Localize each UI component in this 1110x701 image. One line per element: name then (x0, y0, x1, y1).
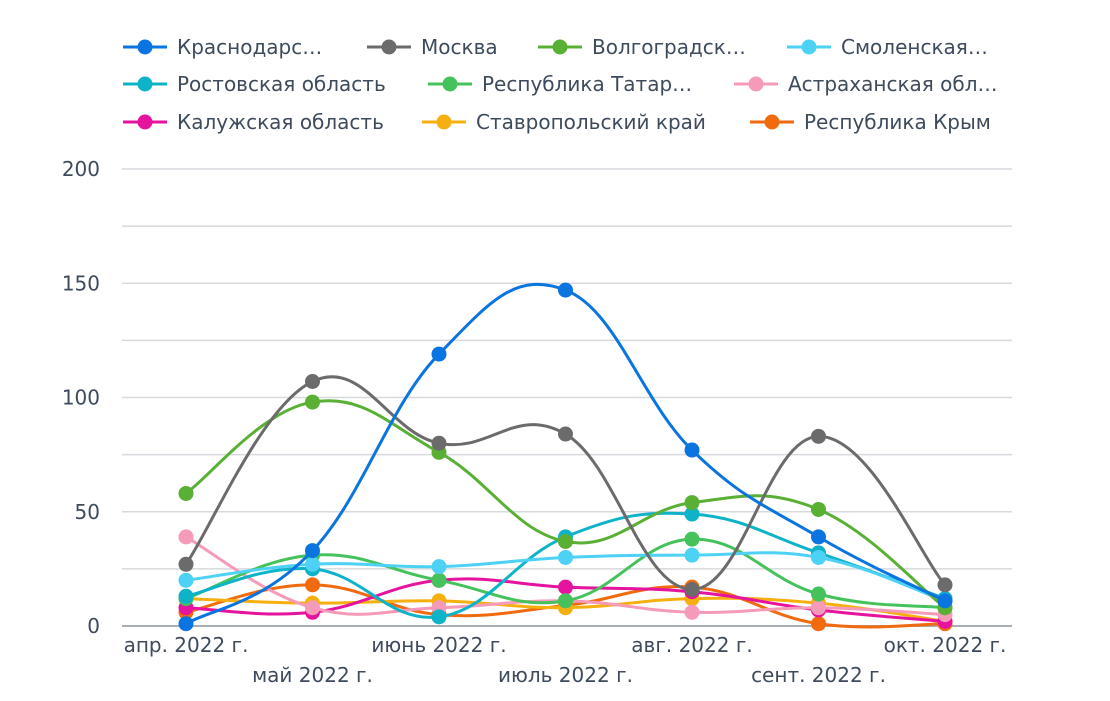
data-point[interactable] (811, 501, 826, 517)
legend-item[interactable]: Москва (367, 35, 498, 59)
legend-item[interactable]: Волгоградск… (538, 35, 746, 59)
data-point[interactable] (178, 485, 194, 501)
y-tick-label: 0 (87, 614, 100, 638)
legend-swatch-marker (381, 39, 397, 55)
data-point[interactable] (684, 506, 700, 522)
legend-swatch-marker (137, 39, 153, 55)
legend: Краснодарс… Москва Волгоградск… Смоленская…… (123, 35, 998, 134)
data-point[interactable] (178, 529, 194, 545)
legend-item[interactable]: Ставропольский край (422, 110, 706, 134)
legend-swatch-marker (137, 76, 153, 92)
y-tick-label: 50 (75, 500, 100, 524)
legend-item[interactable]: Астраханская обл… (734, 72, 998, 96)
legend-label: Волгоградск… (592, 35, 746, 59)
series-group (178, 282, 953, 632)
legend-swatch-marker (436, 114, 452, 130)
data-point[interactable] (811, 549, 826, 565)
x-axis-ticks: апр. 2022 г.май 2022 г. июнь 2022 г. июль … (124, 633, 1007, 687)
legend-swatch-marker (764, 114, 780, 130)
x-tick-label: апр. 2022 г. (124, 633, 249, 657)
y-tick-label: 150 (62, 271, 100, 295)
data-point[interactable] (431, 609, 447, 625)
data-point[interactable] (178, 588, 194, 604)
legend-swatch-marker (801, 39, 817, 55)
data-point[interactable] (684, 531, 700, 547)
y-tick-label: 100 (62, 386, 100, 410)
legend-item[interactable]: Ростовская область (123, 72, 386, 96)
legend-label: Астраханская обл… (788, 72, 998, 96)
x-tick-label: июнь 2022 г. (371, 633, 506, 657)
data-point[interactable] (305, 556, 320, 572)
y-axis-ticks: 0 50 100 150 200 (62, 157, 100, 638)
data-point[interactable] (811, 529, 826, 545)
data-point[interactable] (684, 495, 700, 511)
data-point[interactable] (684, 581, 700, 597)
data-point[interactable] (305, 600, 320, 616)
data-point[interactable] (558, 549, 573, 565)
data-point[interactable] (684, 442, 700, 458)
legend-label: Республика Крым (804, 110, 991, 134)
x-tick-label: сент. 2022 г. (751, 663, 886, 687)
legend-item[interactable]: Республика Татар… (428, 72, 692, 96)
y-tick-label: 200 (62, 157, 100, 181)
legend-item[interactable]: Краснодарс… (123, 35, 322, 59)
data-point[interactable] (305, 577, 320, 593)
data-point[interactable] (178, 616, 194, 632)
data-point[interactable] (937, 593, 953, 609)
data-point[interactable] (558, 282, 573, 298)
data-point[interactable] (811, 586, 826, 602)
data-point[interactable] (937, 577, 953, 593)
data-point[interactable] (305, 543, 320, 559)
legend-swatch-marker (552, 39, 568, 55)
data-point[interactable] (431, 346, 447, 362)
legend-label: Москва (421, 35, 498, 59)
legend-label: Ростовская область (177, 72, 386, 96)
x-tick-label: май 2022 г. (252, 663, 373, 687)
legend-swatch-marker (748, 76, 764, 92)
data-point[interactable] (811, 428, 826, 444)
data-point[interactable] (558, 426, 573, 442)
x-tick-label: авг. 2022 г. (631, 633, 752, 657)
legend-label: Калужская область (177, 110, 384, 134)
data-point[interactable] (178, 556, 194, 572)
x-tick-label: июль 2022 г. (498, 663, 633, 687)
legend-label: Смоленская… (841, 35, 988, 59)
data-point[interactable] (811, 600, 826, 616)
data-point[interactable] (558, 579, 573, 595)
legend-label: Ставропольский край (476, 110, 706, 134)
data-point[interactable] (431, 559, 447, 575)
data-point[interactable] (431, 435, 447, 451)
data-point[interactable] (811, 616, 826, 632)
legend-label: Республика Татар… (482, 72, 692, 96)
data-point[interactable] (431, 572, 447, 588)
legend-label: Краснодарс… (177, 35, 322, 59)
legend-swatch-marker (137, 114, 153, 130)
legend-swatch-marker (442, 76, 458, 92)
data-point[interactable] (558, 533, 573, 549)
x-tick-label: окт. 2022 г. (884, 633, 1007, 657)
legend-item[interactable]: Республика Крым (750, 110, 991, 134)
data-point[interactable] (684, 547, 700, 563)
legend-item[interactable]: Смоленская… (787, 35, 988, 59)
data-point[interactable] (305, 394, 320, 410)
data-point[interactable] (178, 572, 194, 588)
data-point[interactable] (684, 604, 700, 620)
data-point[interactable] (305, 374, 320, 390)
legend-item[interactable]: Калужская область (123, 110, 384, 134)
data-point[interactable] (558, 593, 573, 609)
